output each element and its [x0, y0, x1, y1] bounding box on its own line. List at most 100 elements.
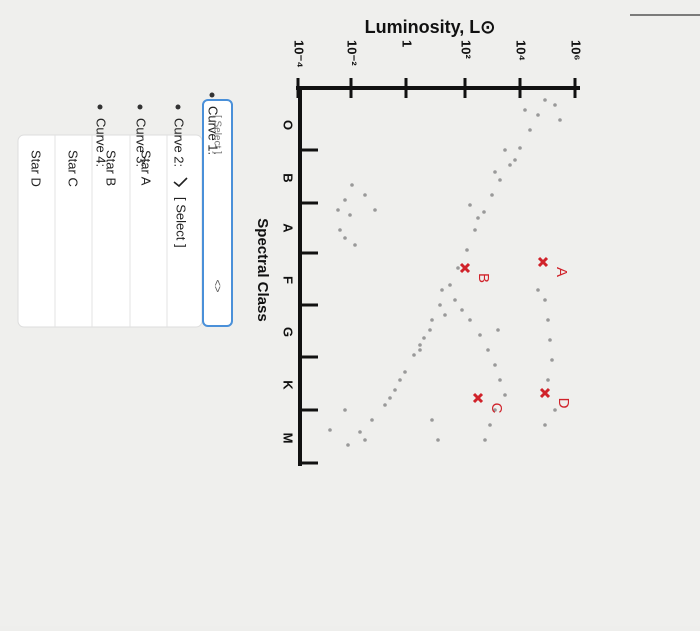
star-dot — [468, 203, 472, 207]
x-tick-label: A — [281, 223, 296, 233]
star-dot — [453, 298, 457, 302]
star-dot — [348, 213, 352, 217]
question-label: Curve 4: — [94, 118, 109, 167]
star-dot — [553, 103, 557, 107]
star-dot — [476, 216, 480, 220]
bullet — [175, 104, 181, 110]
star-dot — [503, 148, 507, 152]
star-dot — [393, 388, 397, 392]
dropdown-option: Star D — [29, 150, 44, 187]
star-dot — [430, 318, 434, 322]
check-mark — [173, 177, 188, 188]
y-tick-label: 10⁴ — [514, 40, 529, 61]
star-dot — [403, 370, 407, 374]
star-dot — [536, 288, 540, 292]
star-dot — [428, 328, 432, 332]
star-dot — [503, 393, 507, 397]
star-dot — [398, 378, 402, 382]
x-tick-label: K — [281, 380, 296, 390]
star-label: A — [553, 267, 570, 277]
star-dot — [468, 318, 472, 322]
star-dot — [388, 396, 392, 400]
star-dot — [478, 333, 482, 337]
star-dot — [488, 423, 492, 427]
y-tick-label: 10⁻⁴ — [292, 40, 307, 68]
star-dot — [338, 228, 342, 232]
star-dot — [513, 158, 517, 162]
star-dot — [518, 146, 522, 150]
star-dot — [496, 328, 500, 332]
y-axis-title: Luminosity, L⊙ — [365, 17, 496, 37]
x-axis-title: Spectral Class — [254, 218, 271, 321]
star-dot — [418, 343, 422, 347]
star-dot — [422, 336, 426, 340]
star-label: B — [475, 273, 492, 283]
bullet — [137, 104, 143, 110]
star-dot — [528, 128, 532, 132]
star-dot — [350, 183, 354, 187]
star-dot — [493, 363, 497, 367]
star-dot — [430, 418, 434, 422]
star-dot — [493, 408, 497, 412]
star-dot — [440, 288, 444, 292]
star-dot — [493, 170, 497, 174]
star-marker — [539, 387, 551, 399]
y-tick-label: 10² — [459, 40, 474, 59]
bullet — [97, 104, 103, 110]
star-dot — [346, 443, 350, 447]
question-label: Curve 3: — [134, 118, 149, 167]
star-dot — [508, 163, 512, 167]
x-tick-label: M — [281, 433, 296, 444]
star-dot — [543, 298, 547, 302]
x-tick-label: O — [281, 120, 296, 130]
star-dot — [548, 338, 552, 342]
star-dot — [483, 438, 487, 442]
dropdown-option: [ Select ] — [174, 197, 189, 248]
star-marker — [472, 392, 484, 404]
star-dot — [336, 208, 340, 212]
x-tick-label: F — [281, 276, 296, 284]
star-dot — [498, 378, 502, 382]
star-dot — [412, 353, 416, 357]
y-tick-label: 1 — [400, 40, 415, 47]
star-dot — [370, 418, 374, 422]
bullet — [209, 92, 215, 98]
star-dot — [328, 428, 332, 432]
star-dot — [536, 113, 540, 117]
star-dot — [436, 438, 440, 442]
star-marker — [537, 256, 549, 268]
star-dot — [438, 303, 442, 307]
star-dot — [550, 358, 554, 362]
star-dot — [443, 313, 447, 317]
star-dot — [460, 308, 464, 312]
star-label: C — [488, 403, 505, 414]
question-label: Curve 2: — [172, 118, 187, 167]
star-dot — [473, 228, 477, 232]
x-tick-label: G — [281, 327, 296, 337]
star-dot — [543, 98, 547, 102]
dropdown-option: Star C — [66, 150, 81, 187]
star-dot — [343, 408, 347, 412]
star-dot — [343, 236, 347, 240]
star-dot — [418, 348, 422, 352]
star-dot — [373, 208, 377, 212]
star-dot — [456, 266, 460, 270]
star-dot — [482, 210, 486, 214]
select-arrow: <> — [211, 280, 223, 293]
x-tick-label: B — [281, 173, 296, 182]
star-dot — [363, 193, 367, 197]
star-dot — [558, 118, 562, 122]
y-tick-label: 10⁶ — [569, 40, 584, 60]
select-box[interactable] — [202, 99, 233, 327]
star-dot — [448, 283, 452, 287]
star-dot — [546, 318, 550, 322]
star-dot — [465, 248, 469, 252]
star-dot — [490, 193, 494, 197]
dropdown-option: Star B — [104, 150, 119, 186]
question-label: Curve 1: — [206, 106, 221, 155]
star-dot — [553, 408, 557, 412]
star-dot — [353, 243, 357, 247]
star-dot — [363, 438, 367, 442]
star-marker — [459, 262, 471, 274]
y-tick-label: 10⁻² — [345, 40, 360, 66]
